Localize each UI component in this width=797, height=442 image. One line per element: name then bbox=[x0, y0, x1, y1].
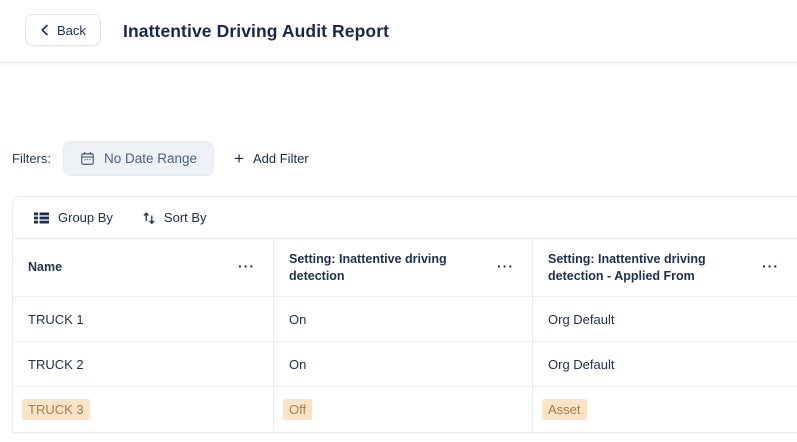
plus-icon: + bbox=[234, 149, 244, 168]
table-body: TRUCK 1 On Org Default TRUCK 2 On Org De… bbox=[13, 296, 797, 431]
chevron-left-icon bbox=[40, 24, 49, 36]
cell-name: TRUCK 3 bbox=[13, 387, 273, 431]
table-toolbar: Group By Sort By bbox=[13, 197, 797, 239]
filters-bar: Filters: No Date Range + Add Filter bbox=[12, 141, 309, 176]
cell-applied-from: Org Default bbox=[532, 342, 797, 386]
column-menu-icon[interactable]: ··· bbox=[238, 257, 255, 274]
group-by-label: Group By bbox=[58, 210, 113, 225]
cell-detection: Off bbox=[273, 387, 532, 431]
column-header-name: Name ··· bbox=[13, 239, 273, 296]
cell-detection: On bbox=[273, 297, 532, 341]
add-filter-button[interactable]: + Add Filter bbox=[234, 150, 309, 167]
group-by-button[interactable]: Group By bbox=[34, 210, 113, 225]
report-card: Group By Sort By Name ··· Setting: Inatt… bbox=[12, 196, 797, 433]
table-row[interactable]: TRUCK 2 On Org Default bbox=[13, 341, 797, 386]
filters-label: Filters: bbox=[12, 151, 51, 166]
cell-name: TRUCK 2 bbox=[28, 356, 84, 372]
column-menu-icon[interactable]: ··· bbox=[497, 257, 514, 274]
date-range-filter-button[interactable]: No Date Range bbox=[63, 141, 215, 176]
column-menu-icon[interactable]: ··· bbox=[762, 257, 779, 274]
audit-table: Name ··· Setting: Inattentive driving de… bbox=[13, 239, 797, 431]
group-by-icon bbox=[34, 212, 49, 224]
highlighted-value: Off bbox=[283, 398, 313, 420]
page-title: Inattentive Driving Audit Report bbox=[123, 21, 390, 41]
column-label: Name bbox=[28, 260, 63, 275]
sort-by-button[interactable]: Sort By bbox=[143, 210, 207, 225]
column-header-applied-from: Setting: Inattentive driving detection -… bbox=[532, 239, 797, 296]
table-row[interactable]: TRUCK 3 Off Asset bbox=[13, 386, 797, 431]
back-button[interactable]: Back bbox=[25, 14, 101, 46]
table-header-row: Name ··· Setting: Inattentive driving de… bbox=[13, 239, 797, 296]
highlighted-value: TRUCK 3 bbox=[22, 398, 90, 420]
sort-arrows-icon bbox=[143, 211, 155, 225]
column-label: Setting: Inattentive driving detection bbox=[289, 251, 447, 283]
cell-name: TRUCK 1 bbox=[28, 311, 84, 327]
column-header-detection: Setting: Inattentive driving detection ·… bbox=[273, 239, 532, 296]
cell-detection: On bbox=[273, 342, 532, 386]
highlighted-value: Asset bbox=[542, 398, 587, 420]
sort-by-label: Sort By bbox=[163, 210, 207, 225]
calendar-icon bbox=[80, 151, 95, 166]
table-row[interactable]: TRUCK 1 On Org Default bbox=[13, 296, 797, 341]
app-header: Back Inattentive Driving Audit Report bbox=[0, 0, 797, 68]
cell-applied-from: Org Default bbox=[532, 297, 797, 341]
add-filter-label: Add Filter bbox=[253, 151, 309, 166]
date-range-label: No Date Range bbox=[104, 151, 198, 166]
column-label: Setting: Inattentive driving detection -… bbox=[548, 251, 706, 283]
cell-applied-from: Asset bbox=[532, 387, 797, 431]
back-label: Back bbox=[57, 22, 86, 38]
